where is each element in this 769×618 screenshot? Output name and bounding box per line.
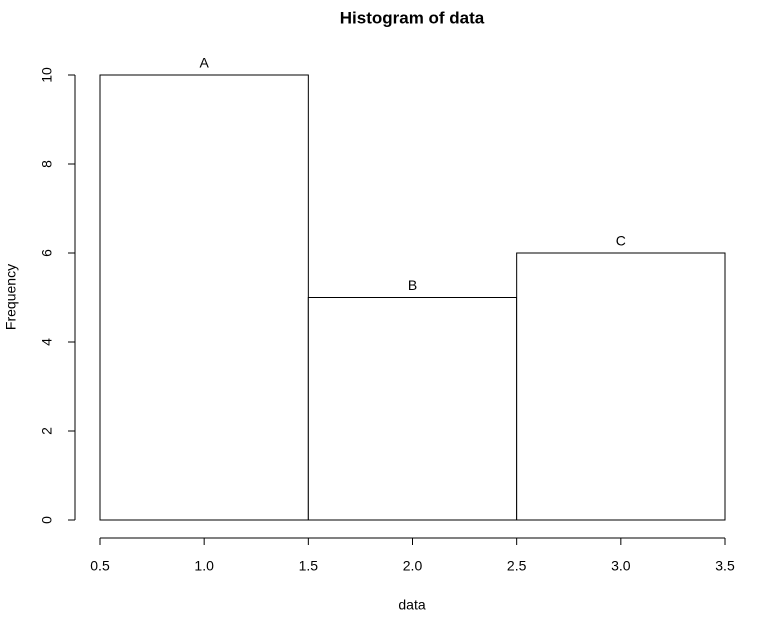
bar xyxy=(516,252,726,521)
y-tick-label: 4 xyxy=(39,338,55,346)
x-axis-title: data xyxy=(398,597,425,613)
bar-label: A xyxy=(199,55,209,71)
chart-title: Histogram of data xyxy=(340,8,485,27)
y-tick-label: 10 xyxy=(39,67,55,83)
y-tick-label: 0 xyxy=(39,516,55,524)
y-axis-title: Frequency xyxy=(3,264,19,330)
x-tick-label: 1.0 xyxy=(194,558,214,574)
bar xyxy=(307,297,518,521)
x-tick-label: 0.5 xyxy=(90,558,110,574)
x-tick-label: 2.5 xyxy=(507,558,527,574)
bar xyxy=(99,74,309,521)
bar-label: C xyxy=(616,233,626,249)
x-tick-label: 1.5 xyxy=(299,558,319,574)
x-tick-label: 2.0 xyxy=(403,558,423,574)
y-tick-label: 6 xyxy=(39,249,55,257)
y-tick-label: 8 xyxy=(39,160,55,168)
x-tick-label: 3.0 xyxy=(611,558,631,574)
y-tick-label: 2 xyxy=(39,427,55,435)
x-tick-label: 3.5 xyxy=(715,558,735,574)
bar-label: B xyxy=(408,277,417,293)
